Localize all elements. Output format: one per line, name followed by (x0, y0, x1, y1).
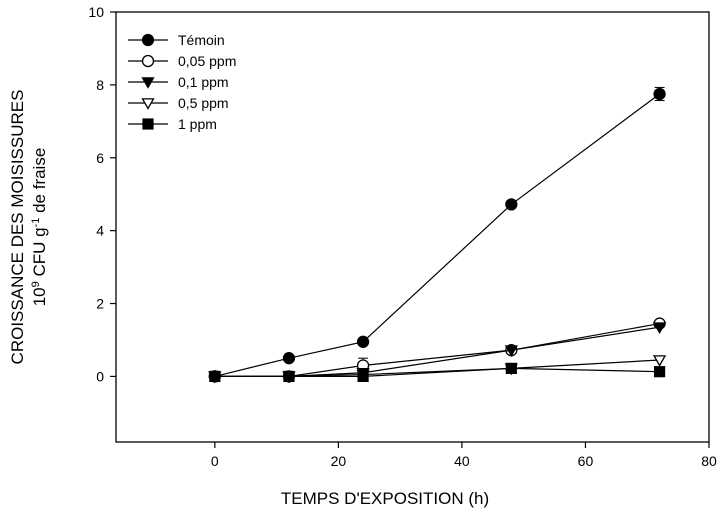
series-2 (208, 322, 667, 384)
y-axis-title-line1: CROISSANCE DES MOISISSURES (8, 90, 27, 365)
legend-label: 0,05 ppm (178, 53, 236, 69)
y-tick-label-0: 0 (96, 368, 104, 384)
data-point (653, 366, 666, 378)
legend-marker (141, 98, 155, 110)
series-line-3 (214, 359, 660, 378)
x-tick-label-1: 20 (331, 453, 347, 469)
legend-item-0: Témoin (128, 32, 225, 48)
series-line-1 (214, 322, 660, 378)
y-tick-label-5: 10 (88, 4, 104, 20)
plot-frame (115, 11, 710, 443)
x-tick-label-2: 40 (454, 453, 470, 469)
y-tick-label-4: 8 (96, 77, 104, 93)
series-4 (209, 362, 666, 383)
y-tick-label-2: 4 (96, 223, 104, 239)
series-line-2 (214, 326, 660, 378)
y-axis-title-line2: 109 CFU g-1 de fraise (30, 148, 49, 307)
legend-item-3: 0,5 ppm (128, 95, 229, 111)
legend-marker (141, 54, 155, 68)
series-line-4 (214, 367, 660, 378)
legend-marker (141, 33, 155, 47)
data-point (652, 322, 667, 335)
data-point (283, 370, 295, 383)
data-point (357, 370, 369, 383)
data-point (504, 345, 518, 357)
axes: 0 20 40 60 80 0 2 4 6 8 10 (88, 4, 717, 469)
data-point (356, 335, 370, 348)
series-0 (208, 86, 666, 383)
series-layer (208, 86, 667, 384)
legend-marker (141, 77, 155, 89)
y-tick-label-1: 2 (96, 296, 104, 312)
data-point (505, 198, 518, 211)
y-tick-label-3: 6 (96, 150, 104, 166)
data-point (209, 370, 221, 383)
legend-label: 1 ppm (178, 116, 217, 132)
data-point (282, 352, 296, 365)
x-tick-label-0: 0 (211, 453, 219, 469)
legend-item-2: 0,1 ppm (128, 74, 229, 90)
series-3 (208, 355, 667, 384)
series-line-0 (214, 93, 660, 377)
legend-marker (142, 118, 154, 130)
legend-label: 0,1 ppm (178, 74, 229, 90)
x-tick-label-3: 60 (578, 453, 594, 469)
data-point (652, 355, 667, 367)
legend: Témoin 0,05 ppm 0,1 ppm 0,5 ppm 1 ppm (128, 32, 236, 132)
x-axis-title: TEMPS D'EXPOSITION (h) (281, 489, 489, 508)
x-tick-label-4: 80 (701, 453, 717, 469)
legend-item-4: 1 ppm (128, 116, 217, 132)
data-point (505, 362, 517, 374)
legend-label: 0,5 ppm (178, 95, 229, 111)
legend-label: Témoin (178, 32, 225, 48)
data-point (653, 87, 666, 101)
legend-item-1: 0,05 ppm (128, 53, 236, 69)
